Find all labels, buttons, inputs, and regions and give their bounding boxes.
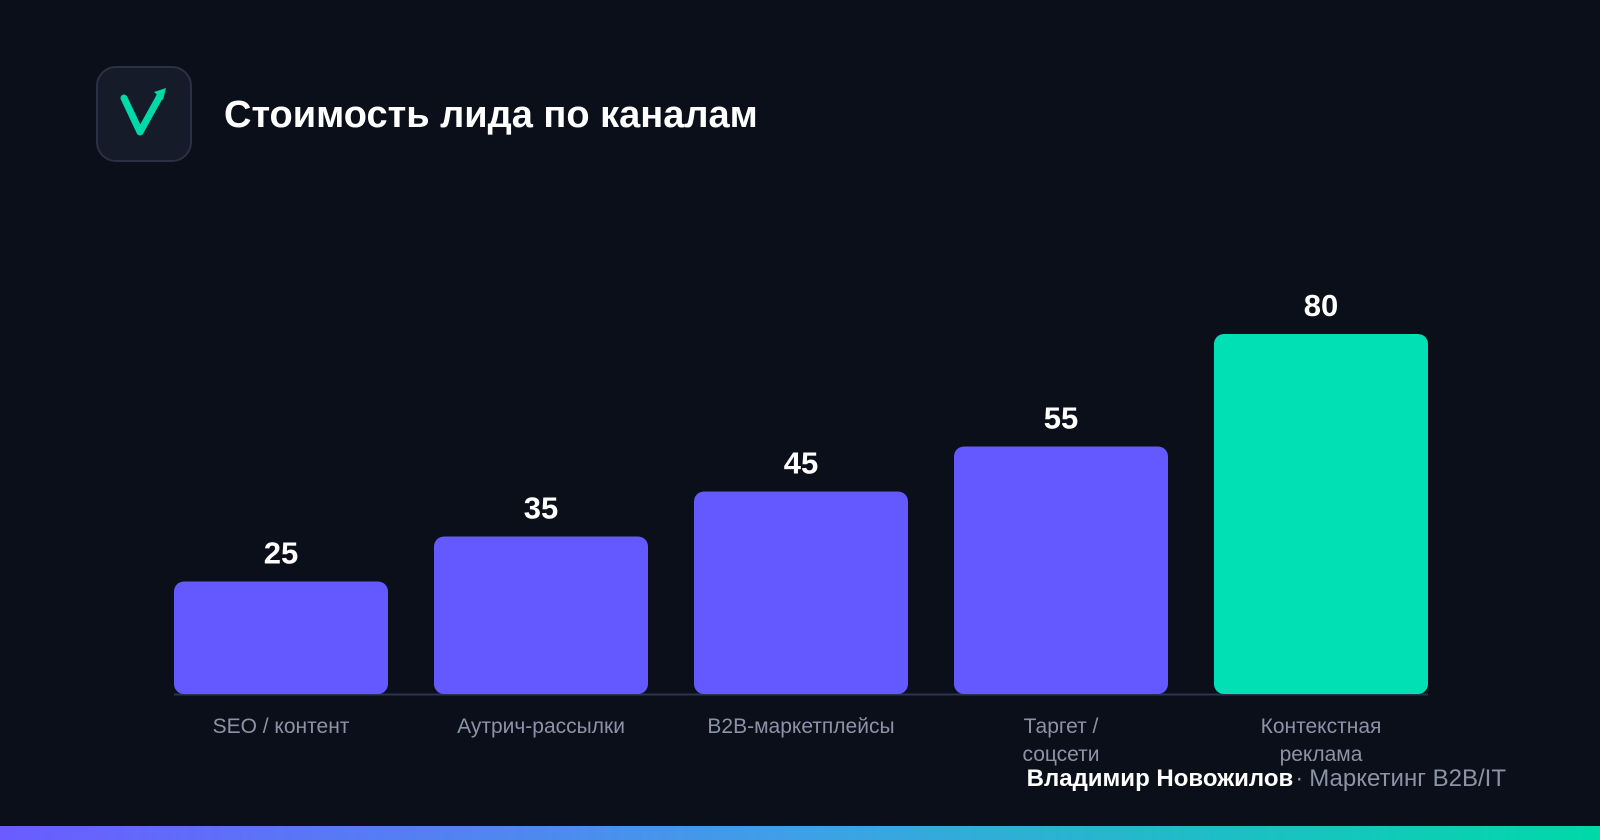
gradient-bottom-bar	[0, 826, 1600, 840]
bar-value-label: 80	[1304, 288, 1338, 323]
bar	[694, 491, 908, 694]
category-label-line: B2B-маркетплейсы	[707, 715, 894, 738]
author-credit: Владимир Новожилов· Маркетинг B2B/IT	[1027, 764, 1506, 794]
bar-value-label: 55	[1044, 401, 1078, 436]
category-label-line: соцсети	[1022, 743, 1099, 766]
bar-value-label: 35	[524, 491, 558, 526]
credit-separator: ·	[1295, 765, 1304, 792]
bar-value-label: 25	[264, 536, 298, 571]
logo-badge	[96, 66, 192, 162]
author-name: Владимир Новожилов	[1026, 765, 1294, 792]
bar	[434, 536, 648, 694]
bar-value-label: 45	[784, 446, 818, 481]
category-label: Аутрич-рассылки	[457, 715, 625, 738]
page-title: Стоимость лида по каналам	[224, 94, 758, 136]
bar	[1214, 334, 1428, 694]
author-role: Маркетинг B2B/IT	[1309, 765, 1506, 792]
category-label-line: реклама	[1280, 743, 1363, 766]
category-label: Контекстная реклама	[1261, 715, 1382, 766]
category-label-line: Контекстная	[1261, 715, 1382, 738]
category-label: SEO / контент	[213, 715, 350, 738]
category-label-line: Аутрич-рассылки	[457, 715, 625, 738]
bar	[954, 446, 1168, 694]
category-label: Таргет / соцсети	[1022, 715, 1099, 766]
category-label-line: Таргет /	[1024, 715, 1099, 738]
bar	[174, 581, 388, 694]
checkmark-arrow-icon	[120, 88, 166, 136]
category-label-line: SEO / контент	[213, 715, 350, 738]
category-label: B2B-маркетплейсы	[707, 715, 894, 738]
